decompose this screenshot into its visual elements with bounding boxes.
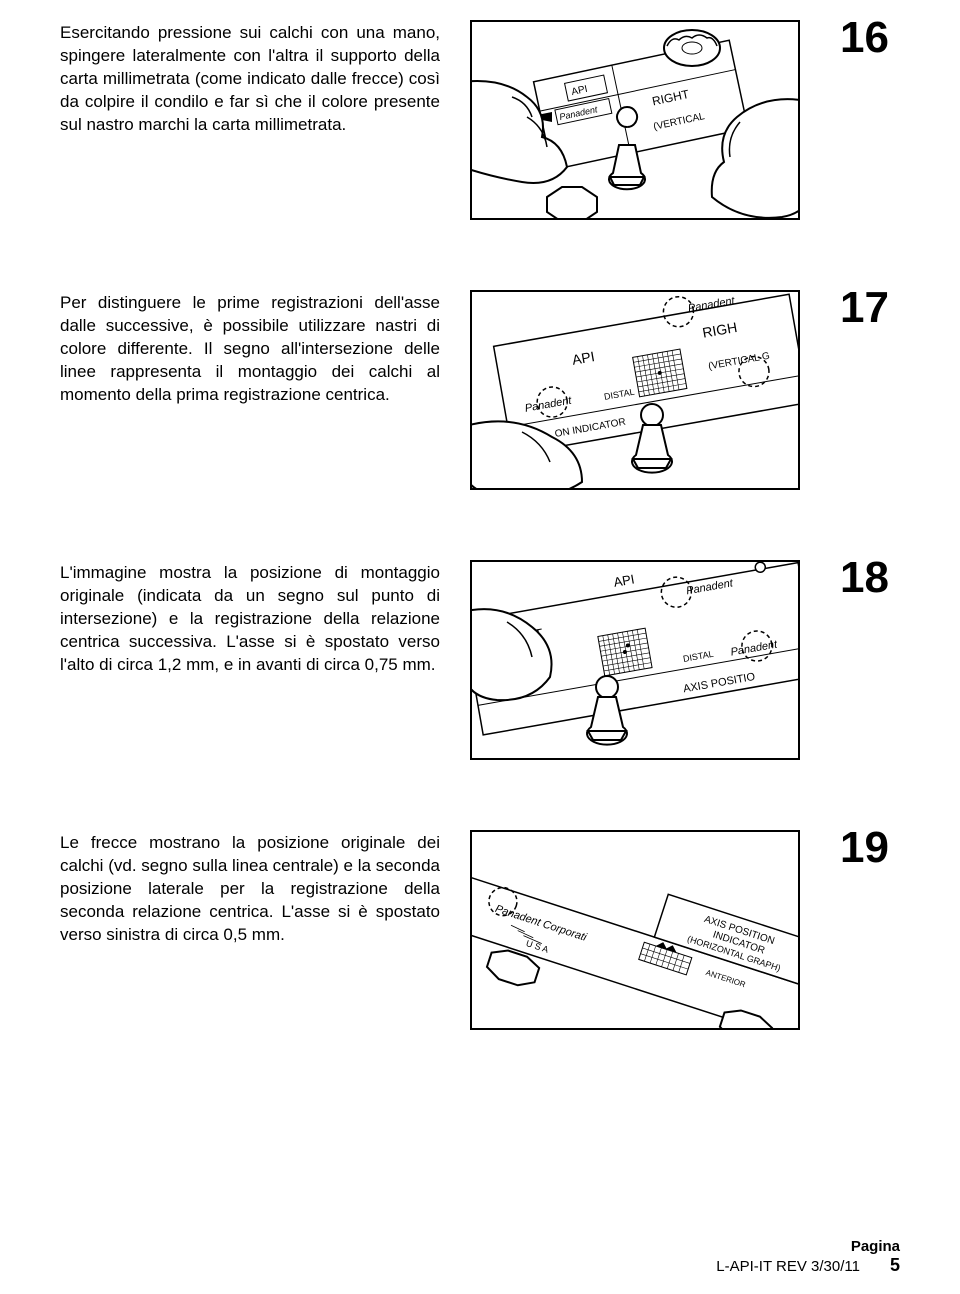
step-19: Le frecce mostrano la posizione original… — [60, 830, 910, 1030]
step-figure-16: API Panadent RIGHT (VERTICAL — [470, 20, 800, 220]
step-figure-18: API LEFT Panadent Panadent CAL GRAPH) DI… — [470, 560, 800, 760]
pagina-label: Pagina — [716, 1238, 900, 1255]
step-number: 18 — [840, 556, 889, 600]
step-17: Per distinguere le prime registrazioni d… — [60, 290, 910, 490]
step-figure-19: AXIS POSITION INDICATOR (HORIZONTAL GRAP… — [470, 830, 800, 1030]
step-text: Esercitando pressione sui calchi con una… — [60, 20, 440, 137]
svg-text:API: API — [612, 571, 635, 589]
step-18: L'immagine mostra la posizione di montag… — [60, 560, 910, 760]
step-16: Esercitando pressione sui calchi con una… — [60, 20, 910, 220]
step-number: 19 — [840, 826, 889, 870]
step-text: Per distinguere le prime registrazioni d… — [60, 290, 440, 407]
step-number: 17 — [840, 286, 889, 330]
page-number: 5 — [890, 1255, 900, 1276]
page-footer: Pagina L-API-IT REV 3/30/11 5 — [716, 1238, 900, 1276]
step-text: L'immagine mostra la posizione di montag… — [60, 560, 440, 677]
footer-rev: L-API-IT REV 3/30/11 — [716, 1258, 860, 1275]
step-figure-17: API RIGH Panadent Panadent DISTAL (VERTI… — [470, 290, 800, 490]
step-text: Le frecce mostrano la posizione original… — [60, 830, 440, 947]
step-number: 16 — [840, 16, 889, 60]
